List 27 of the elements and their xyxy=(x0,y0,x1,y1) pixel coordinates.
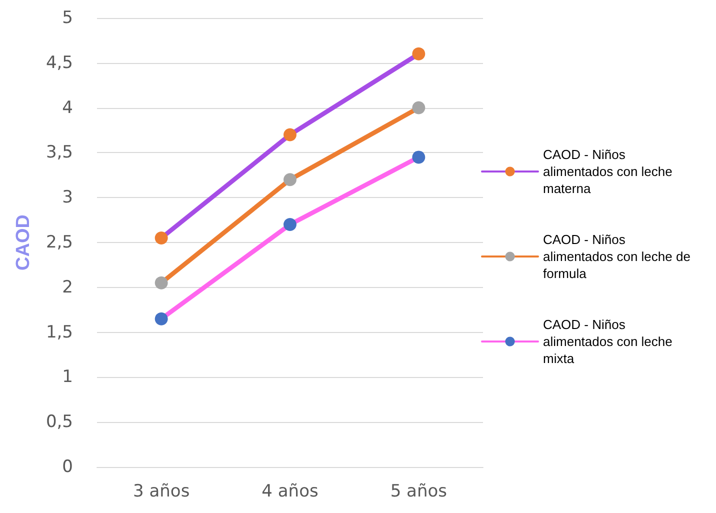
y-tick-label: 3,5 xyxy=(46,142,73,163)
point xyxy=(412,47,426,60)
point xyxy=(154,232,168,245)
legend-label: CAOD - Niños alimentados con leche de formula xyxy=(543,232,694,281)
y-tick-label: 5 xyxy=(62,8,73,28)
y-tick-label: 1 xyxy=(62,367,73,388)
legend-label: CAOD - Niños alimentados con leche mixta xyxy=(543,317,676,366)
legend-label: CAOD - Niños alimentados con leche materna xyxy=(543,147,676,196)
y-tick-label: 2,5 xyxy=(46,232,73,252)
y-tick-label: 2 xyxy=(62,277,73,298)
x-tick-label: 5 años xyxy=(390,482,448,502)
point xyxy=(284,128,296,142)
point xyxy=(412,101,426,114)
point xyxy=(412,150,426,164)
y-tick-label: 1,5 xyxy=(46,322,73,342)
point xyxy=(284,218,296,232)
point xyxy=(154,312,168,326)
y-tick-label: 0,5 xyxy=(46,412,73,432)
point xyxy=(284,173,296,186)
y-tick-label: 4,5 xyxy=(46,52,73,73)
x-tick-label: 4 años xyxy=(262,482,318,502)
y-tick-label: 0 xyxy=(62,457,73,477)
x-tick-label: 3 años xyxy=(132,482,190,502)
y-tick-label: 4 xyxy=(62,98,73,118)
y-axis-title: CAOD xyxy=(13,214,34,270)
point xyxy=(154,276,168,290)
y-tick-label: 3 xyxy=(62,188,73,208)
